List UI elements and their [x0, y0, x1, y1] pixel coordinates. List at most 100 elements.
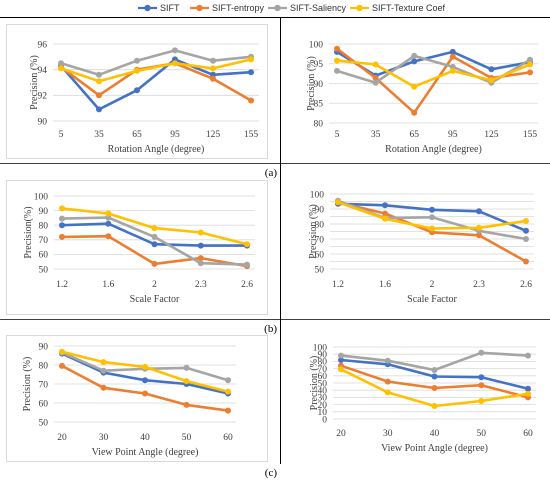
legend-label: SIFT-Texture Coef: [372, 3, 446, 13]
x-axis-title: Scale Factor: [130, 294, 180, 305]
data-point-sift-texture-coef: [248, 56, 254, 63]
x-tick-label: 60: [523, 429, 533, 439]
y-tick-label: 70: [39, 236, 49, 246]
chart-viewpoint-left: 50 60 70 80 90 20 30 40 50 60 View Point Angle (de…: [6, 335, 268, 462]
legend-label: SIFT-entropy: [212, 3, 265, 13]
data-point-sift: [382, 202, 388, 209]
data-point-sift: [429, 206, 435, 213]
row-label-b: (b): [264, 323, 277, 335]
data-point-sift-entropy: [478, 382, 485, 389]
data-point-sift-texture-coef: [372, 61, 379, 68]
x-tick-label: 125: [206, 130, 221, 140]
x-tick-label: 5: [335, 130, 340, 140]
data-point-sift-entropy: [59, 362, 65, 369]
data-point-sift-texture-coef: [225, 388, 231, 395]
data-point-sift-entropy: [523, 258, 529, 265]
data-point-sift-entropy: [527, 69, 533, 76]
y-tick-label: 95: [314, 60, 324, 70]
data-point-sift-saliency: [134, 57, 140, 64]
y-tick-label: 80: [39, 222, 49, 232]
data-point-sift-texture-coef: [411, 83, 418, 90]
data-point-sift-saliency: [225, 377, 231, 384]
y-tick-label: 100: [310, 190, 325, 200]
x-tick-label: 20: [336, 429, 346, 439]
data-point-sift-entropy: [197, 255, 204, 262]
data-point-sift-saliency: [384, 357, 391, 364]
data-point-sift-saliency: [210, 57, 216, 64]
y-tick-label: 92: [38, 92, 48, 102]
data-point-sift: [105, 220, 112, 227]
y-tick-label: 90: [39, 342, 49, 352]
y-tick-label: 30: [318, 394, 328, 404]
row-label-a: (a): [265, 167, 278, 179]
data-point-sift-texture-coef: [134, 67, 140, 74]
x-tick-label: 20: [57, 433, 67, 443]
data-point-sift-saliency: [527, 56, 533, 63]
x-axis-title: Rotation Angle (degree): [385, 144, 482, 155]
data-point-sift-entropy: [431, 385, 438, 391]
data-point-sift-texture-coef: [210, 65, 216, 72]
x-tick-label: 2: [152, 280, 157, 290]
data-point-sift-saliency: [59, 215, 65, 222]
x-tick-label: 40: [430, 429, 440, 439]
data-point-sift-entropy: [210, 75, 216, 82]
y-axis-title: Precision (%): [309, 356, 320, 411]
data-point-sift-saliency: [523, 236, 529, 242]
data-point-sift-texture-coef: [100, 359, 107, 366]
x-tick-label: 1.6: [102, 280, 114, 290]
data-point-sift-saliency: [431, 367, 438, 373]
data-point-sift-entropy: [225, 407, 231, 414]
x-tick-label: 2.3: [195, 280, 207, 290]
row-label-c: (c): [265, 467, 278, 479]
data-point-sift-saliency: [100, 367, 107, 374]
y-tick-label: 80: [318, 358, 328, 368]
data-point-sift-entropy: [372, 75, 379, 81]
legend-label: SIFT-Saliency: [290, 3, 347, 13]
legend-swatch-marker: [196, 4, 203, 12]
x-tick-label: 65: [132, 130, 142, 140]
data-point-sift-texture-coef: [105, 210, 112, 217]
data-point-sift: [431, 373, 438, 380]
data-point-sift-texture-coef: [527, 61, 533, 68]
data-point-sift-texture-coef: [478, 398, 485, 404]
data-point-sift-entropy: [334, 45, 340, 52]
data-point-sift-texture-coef: [429, 225, 435, 232]
y-tick-label: 80: [315, 220, 325, 230]
data-point-sift-texture-coef: [334, 57, 340, 64]
x-tick-label: 95: [170, 130, 180, 140]
legend-item-sift-texture-coef: SIFT-Texture Coef: [350, 3, 446, 13]
data-point-sift-entropy: [382, 210, 388, 217]
y-tick-label: 50: [315, 265, 325, 275]
data-point-sift-saliency: [58, 60, 64, 67]
data-point-sift-entropy: [183, 401, 190, 408]
y-tick-label: 60: [315, 250, 325, 260]
data-point-sift-texture-coef: [151, 225, 158, 232]
series-line-sift: [59, 58, 253, 111]
data-point-sift-entropy: [476, 232, 482, 239]
x-tick-label: 95: [448, 130, 458, 140]
chart-rotation-right: 80 85 90 95 100 5 35 65 95 125 155 Rotation Angle (…: [306, 40, 538, 155]
y-tick-label: 94: [38, 66, 48, 76]
x-tick-label: 5: [59, 130, 64, 140]
series-line-sift-texture-coef: [59, 58, 253, 83]
data-point-sift-saliency: [411, 52, 418, 59]
data-point-sift-saliency: [172, 47, 178, 54]
x-tick-label: 1.2: [332, 280, 344, 290]
data-point-sift-saliency: [525, 352, 531, 359]
data-point-sift: [248, 69, 254, 76]
y-tick-label: 70: [315, 235, 325, 245]
x-tick-label: 155: [523, 130, 538, 140]
y-axis-title: Precision(%): [23, 206, 34, 258]
legend-label: SIFT: [160, 3, 180, 13]
y-tick-label: 60: [39, 251, 49, 261]
data-point-sift-entropy: [248, 97, 254, 104]
data-point-sift: [197, 242, 204, 249]
y-axis-title: Precision (%): [306, 56, 317, 111]
chart-frame: [6, 335, 268, 462]
data-point-sift-entropy: [449, 53, 456, 60]
data-point-sift-texture-coef: [244, 241, 250, 248]
x-tick-label: 1.2: [56, 280, 68, 290]
data-point-sift-texture-coef: [172, 60, 178, 67]
